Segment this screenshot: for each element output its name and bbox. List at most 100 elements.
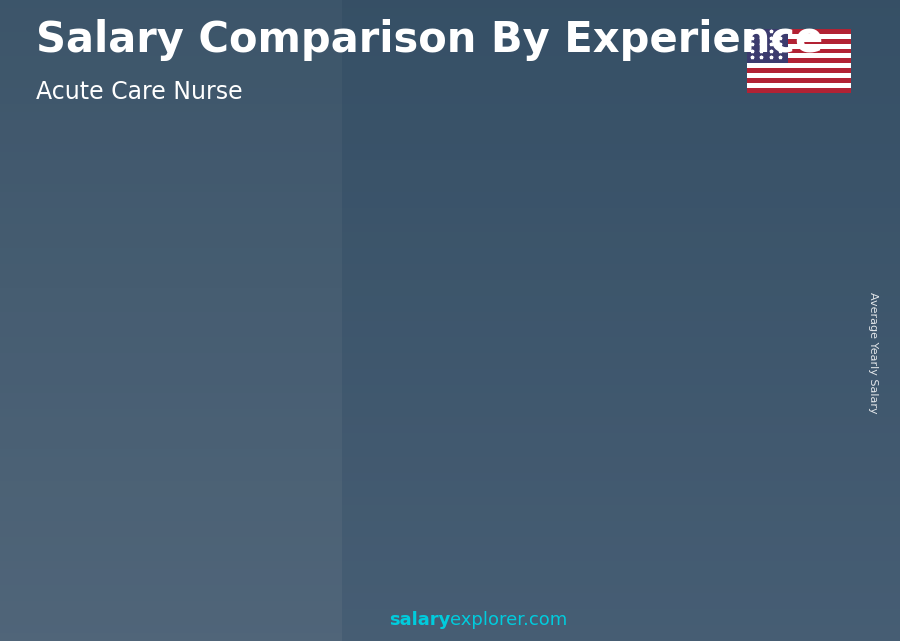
Bar [0,520,900,529]
Bar [0,0,342,8]
Bar [0,481,900,488]
Bar [0,208,900,217]
Bar [0,40,342,48]
Bar [0,233,900,240]
Bar [0,224,342,233]
Bar [0,200,342,208]
Text: +32%: +32% [256,259,328,279]
Bar [0,185,342,192]
Bar [0,520,342,529]
Bar [0,601,900,609]
Bar [0,553,900,561]
Bar [0,72,342,80]
Polygon shape [328,315,406,322]
FancyArrowPatch shape [623,199,740,233]
Bar [0,441,900,449]
Bar [0,577,342,585]
Polygon shape [648,237,661,577]
Bar [0,249,900,256]
FancyArrowPatch shape [368,259,485,310]
Bar [0,553,342,561]
Bar [747,38,850,44]
Bar [0,505,900,513]
Bar [0,176,342,184]
Bar [328,322,393,577]
Bar [0,128,342,137]
Bar [0,529,342,537]
Bar [0,88,342,96]
Bar [0,288,900,296]
Bar [0,121,900,128]
Bar [747,83,850,88]
Bar [0,593,900,601]
Bar [0,345,900,353]
Bar [0,224,900,233]
Bar [0,112,342,121]
Bar [0,176,900,184]
Bar [0,104,900,112]
Bar [0,329,342,337]
FancyArrowPatch shape [496,224,612,266]
Bar [0,8,900,16]
Bar [0,56,342,64]
Bar [0,169,900,176]
Bar [0,345,342,353]
Bar [0,385,900,392]
Bar [0,80,342,88]
Bar [747,34,850,38]
Bar [0,513,900,520]
Bar [0,497,342,505]
Bar [0,80,900,88]
Bar [0,304,900,313]
Bar [0,256,900,264]
Bar [0,313,342,320]
Polygon shape [708,217,788,225]
Text: Average Yearly Salary: Average Yearly Salary [868,292,878,413]
Bar [0,72,900,80]
Bar [0,24,900,32]
Bar [0,64,342,72]
Bar [747,44,850,49]
Bar [0,337,342,344]
Bar [0,625,900,633]
Bar [0,240,900,248]
Bar [0,353,900,360]
Polygon shape [393,315,406,577]
Text: Salary Comparison By Experience: Salary Comparison By Experience [36,19,824,62]
Bar [0,208,342,217]
Bar [0,40,900,48]
Bar [0,48,900,56]
Bar [0,633,342,641]
Bar [0,545,900,553]
Bar [0,88,900,96]
Bar [0,409,342,417]
Bar [200,384,266,577]
Bar [0,424,900,433]
Bar [0,16,900,24]
Bar [747,49,850,53]
Bar [0,96,900,104]
Bar [0,313,900,320]
Bar [0,609,900,617]
Bar [0,32,900,40]
Text: +26%: +26% [129,322,200,342]
Bar [0,488,900,497]
Bar [0,456,342,465]
Bar [747,78,850,83]
Bar [747,29,788,63]
Bar [581,245,648,577]
Bar [0,481,342,488]
Bar [0,337,900,344]
Bar [0,417,342,424]
Bar [747,73,850,78]
Bar [0,473,900,481]
Bar [0,32,342,40]
Text: Acute Care Nurse: Acute Care Nurse [36,80,243,104]
Text: explorer.com: explorer.com [450,612,567,629]
Bar [0,369,342,377]
Bar [0,456,900,465]
Bar [0,281,900,288]
Bar [0,369,900,377]
Bar [0,569,900,577]
Bar [0,121,342,128]
